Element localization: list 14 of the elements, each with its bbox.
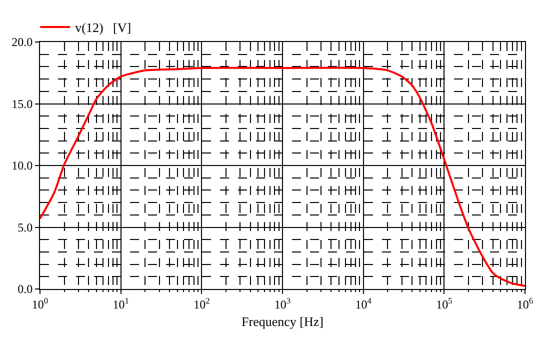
x-tick-label: 10$^{2}$ — [194, 296, 210, 312]
x-tick-label: 10$^{5}$ — [436, 296, 452, 312]
x-tick-label: 10$^{0}$ — [32, 296, 48, 312]
legend-label: v(12) [V] — [75, 20, 132, 36]
y-tick-label: 15.0 — [12, 96, 33, 111]
x-tick-label: 10$^{1}$ — [112, 296, 129, 312]
x-tick-label: 10$^{3}$ — [274, 296, 291, 312]
x-axis-title: Frequency [Hz] — [242, 314, 324, 329]
y-tick-label: 20.0 — [12, 35, 33, 50]
y-tick-label: 10.0 — [12, 158, 33, 173]
x-tick-label: 10$^{4}$ — [355, 296, 372, 312]
y-tick-label: 5.0 — [18, 220, 33, 234]
x-tick-label: 10$^{6}$ — [516, 296, 534, 312]
y-tick-label: 0.0 — [18, 282, 33, 296]
